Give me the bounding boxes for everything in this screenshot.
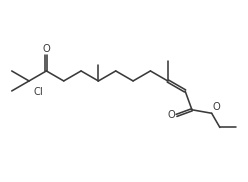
Text: O: O [167,110,175,120]
Text: O: O [42,44,50,54]
Text: O: O [213,102,220,112]
Text: Cl: Cl [33,87,43,97]
